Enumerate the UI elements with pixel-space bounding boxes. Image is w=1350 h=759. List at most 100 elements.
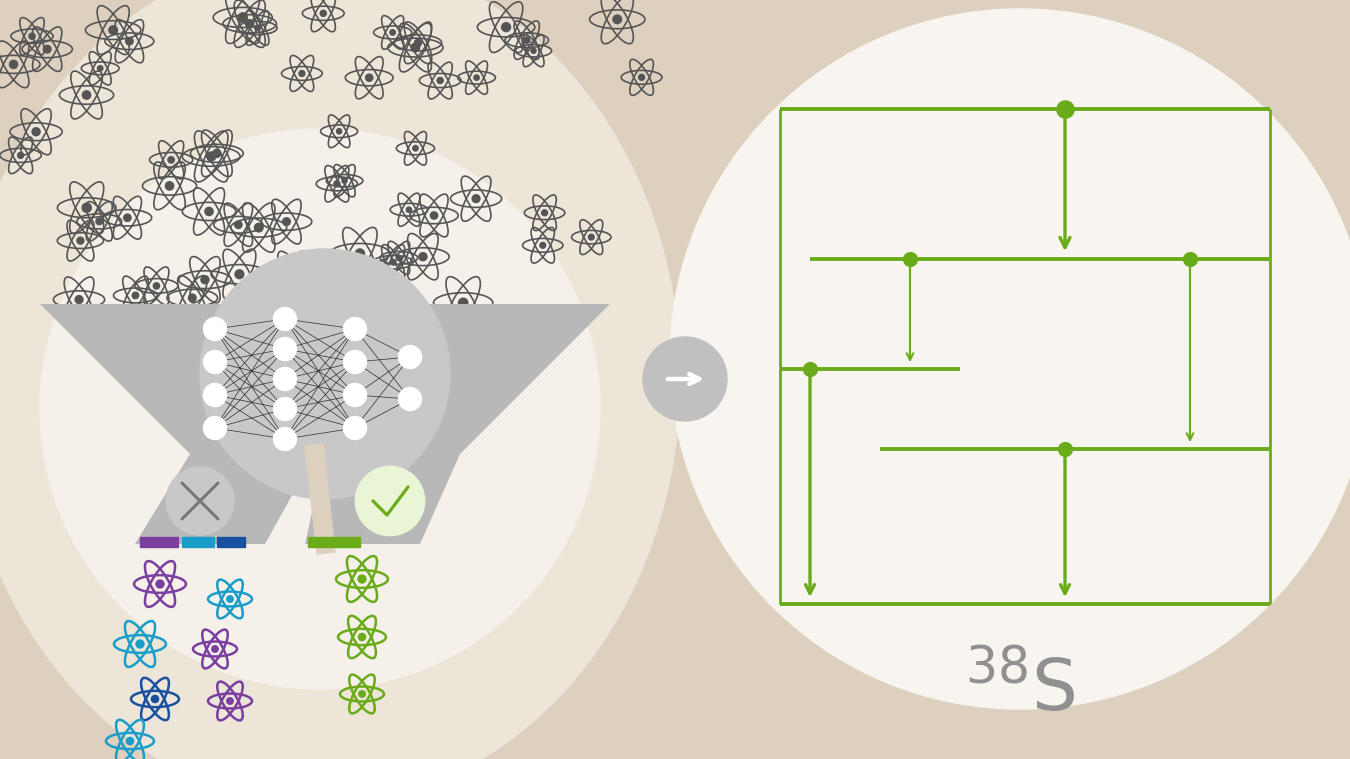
Circle shape: [458, 298, 468, 308]
Bar: [182, 537, 215, 547]
Circle shape: [238, 12, 248, 23]
Circle shape: [81, 90, 92, 100]
Polygon shape: [135, 454, 315, 544]
Polygon shape: [40, 304, 610, 454]
Circle shape: [320, 10, 327, 17]
Circle shape: [410, 43, 420, 52]
Bar: [308, 537, 360, 547]
Circle shape: [151, 694, 159, 704]
Circle shape: [336, 128, 343, 134]
Circle shape: [522, 36, 531, 44]
Polygon shape: [305, 454, 460, 544]
Circle shape: [188, 294, 197, 303]
Circle shape: [204, 351, 227, 373]
Circle shape: [436, 77, 444, 84]
Circle shape: [358, 690, 366, 698]
Circle shape: [155, 579, 165, 589]
Circle shape: [212, 149, 221, 158]
Circle shape: [204, 417, 227, 439]
Circle shape: [254, 24, 261, 32]
Circle shape: [274, 367, 297, 390]
Circle shape: [200, 249, 450, 499]
Circle shape: [396, 254, 402, 261]
Circle shape: [414, 39, 423, 47]
Circle shape: [587, 234, 595, 241]
Circle shape: [43, 45, 51, 54]
Circle shape: [207, 151, 216, 162]
Circle shape: [429, 211, 439, 220]
Circle shape: [471, 194, 481, 203]
Circle shape: [539, 241, 547, 249]
Circle shape: [298, 70, 305, 77]
Circle shape: [167, 156, 176, 164]
Circle shape: [342, 178, 348, 184]
Circle shape: [390, 259, 397, 266]
Circle shape: [225, 595, 234, 603]
Circle shape: [274, 398, 297, 420]
Circle shape: [166, 467, 234, 535]
Point: [1054, 103, 1076, 115]
Circle shape: [328, 290, 336, 298]
Circle shape: [643, 337, 728, 421]
Circle shape: [204, 317, 227, 341]
Point: [1054, 443, 1076, 455]
Circle shape: [126, 737, 134, 745]
Circle shape: [74, 295, 84, 304]
Circle shape: [97, 65, 104, 72]
Circle shape: [81, 203, 92, 213]
Circle shape: [358, 633, 366, 641]
Circle shape: [235, 269, 244, 279]
Circle shape: [531, 48, 537, 54]
Circle shape: [356, 467, 424, 535]
Point: [899, 253, 921, 265]
Circle shape: [333, 180, 340, 187]
Circle shape: [541, 209, 548, 216]
Circle shape: [398, 345, 421, 369]
Bar: [217, 537, 244, 547]
Circle shape: [8, 60, 19, 69]
Circle shape: [343, 351, 366, 373]
Circle shape: [204, 206, 213, 216]
Circle shape: [76, 237, 85, 245]
Circle shape: [364, 74, 374, 82]
Circle shape: [389, 29, 396, 36]
Circle shape: [501, 22, 512, 33]
Circle shape: [412, 145, 418, 152]
Circle shape: [288, 268, 296, 277]
Circle shape: [274, 427, 297, 451]
Circle shape: [405, 206, 412, 213]
Circle shape: [126, 37, 134, 46]
Text: $\mathregular{^{38}}$S: $\mathregular{^{38}}$S: [964, 654, 1076, 726]
Circle shape: [343, 317, 366, 341]
Circle shape: [398, 388, 421, 411]
Circle shape: [165, 181, 174, 191]
Circle shape: [18, 152, 24, 159]
Ellipse shape: [0, 0, 680, 759]
Circle shape: [282, 217, 292, 226]
Circle shape: [254, 222, 263, 232]
Circle shape: [343, 417, 366, 439]
Circle shape: [31, 127, 40, 137]
Circle shape: [639, 74, 645, 81]
Circle shape: [211, 645, 219, 653]
Circle shape: [153, 282, 161, 290]
Circle shape: [358, 575, 367, 584]
Circle shape: [200, 275, 209, 285]
Circle shape: [670, 9, 1350, 709]
Circle shape: [131, 291, 139, 299]
Circle shape: [274, 338, 297, 361]
Circle shape: [274, 307, 297, 330]
Circle shape: [28, 33, 36, 40]
Circle shape: [135, 639, 144, 649]
Circle shape: [343, 383, 366, 407]
Circle shape: [225, 697, 234, 705]
Point: [799, 363, 821, 375]
Point: [1179, 253, 1200, 265]
Circle shape: [204, 383, 227, 407]
Circle shape: [613, 14, 622, 24]
Circle shape: [234, 220, 243, 229]
Circle shape: [472, 74, 481, 81]
Circle shape: [355, 248, 366, 259]
Circle shape: [108, 25, 119, 35]
Circle shape: [96, 217, 104, 225]
